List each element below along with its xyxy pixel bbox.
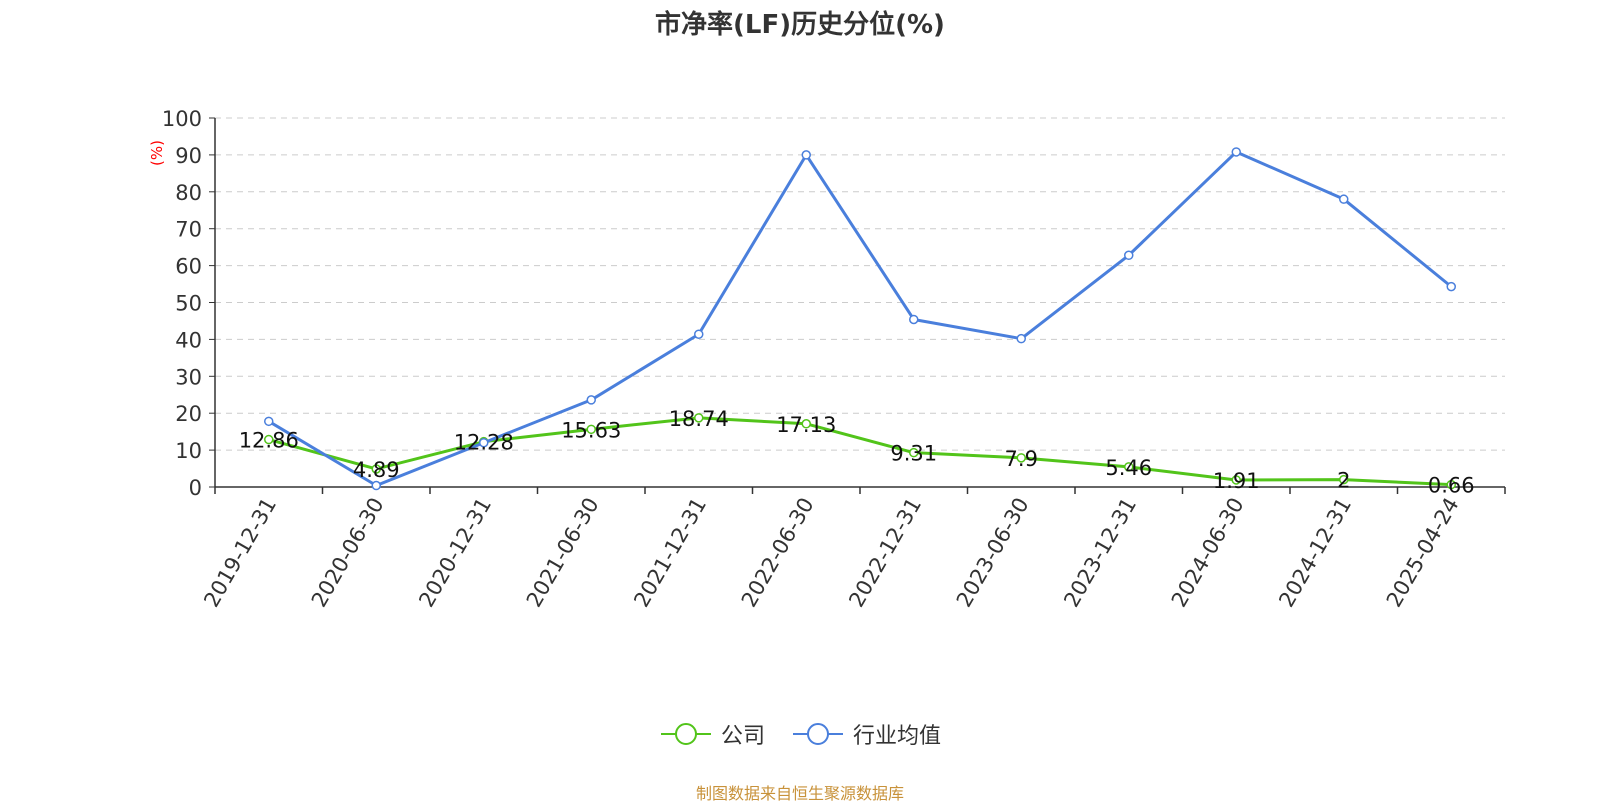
x-tick-label: 2024-06-30 <box>1167 494 1249 612</box>
x-tick-label: 2024-12-31 <box>1274 494 1356 612</box>
data-point-1 <box>264 416 274 427</box>
data-label: 0.66 <box>1428 474 1475 498</box>
data-label: 18.74 <box>669 407 729 431</box>
x-tick-label: 2025-04-24 <box>1382 494 1464 612</box>
y-axis-label: (%) <box>148 140 166 166</box>
data-point-0 <box>909 447 919 458</box>
x-tick-label: 2023-06-30 <box>952 494 1034 612</box>
data-point-0 <box>1339 474 1349 485</box>
x-tick-label: 2020-06-30 <box>307 494 389 612</box>
legend-label-industry-average: 行业均值 <box>853 724 942 749</box>
legend-line-circle-icon <box>660 723 711 745</box>
data-label: 12.28 <box>454 431 514 455</box>
data-point-1 <box>1231 147 1241 157</box>
x-tick-label: 2020-12-31 <box>414 494 496 612</box>
y-tick-label: 80 <box>175 181 202 205</box>
y-tick-label: 40 <box>175 328 202 352</box>
legend-label-company: 公司 <box>720 724 765 749</box>
y-tick-label: 90 <box>175 144 202 168</box>
data-label: 4.89 <box>353 458 400 482</box>
legend-line-circle-icon <box>793 723 843 745</box>
y-tick-label: 50 <box>175 292 202 316</box>
data-point-1 <box>586 395 596 405</box>
legend-item-company[interactable]: 公司 <box>659 718 765 750</box>
data-point-1 <box>1339 194 1349 204</box>
series-line-1 <box>267 150 1453 488</box>
y-tick-label: 20 <box>175 402 202 426</box>
legend-item-industry-average[interactable]: 行业均值 <box>791 718 941 750</box>
y-tick-label: 10 <box>175 439 202 463</box>
x-tick-label: 2023-12-31 <box>1059 494 1141 612</box>
y-tick-label: 60 <box>175 255 202 279</box>
data-point-1 <box>1124 250 1134 261</box>
data-point-1 <box>479 437 489 448</box>
series-line-0 <box>268 416 1452 487</box>
x-tick-label: 2022-06-30 <box>737 494 819 612</box>
data-point-0 <box>801 419 811 429</box>
data-point-0 <box>371 464 381 474</box>
data-label: 5.46 <box>1105 456 1152 480</box>
data-point-1 <box>801 150 811 160</box>
x-tick-label: 2021-12-31 <box>629 494 711 612</box>
data-point-0 <box>1016 453 1026 463</box>
data-label: 1.91 <box>1213 469 1260 493</box>
data-point-0 <box>1231 475 1241 485</box>
y-tick-label: 0 <box>189 476 202 500</box>
y-tick-label: 100 <box>162 107 202 131</box>
data-label: 9.31 <box>890 442 937 466</box>
data-point-1 <box>1016 333 1026 344</box>
data-point-0 <box>1124 462 1134 472</box>
data-label: 17.13 <box>776 413 836 437</box>
y-tick-label: 30 <box>175 365 202 389</box>
source-note: 制图数据来自恒生聚源数据库 <box>695 784 904 803</box>
data-point-0 <box>1446 479 1456 490</box>
data-label: 7.9 <box>1005 447 1038 471</box>
data-point-0 <box>586 424 596 435</box>
data-point-0 <box>694 413 704 423</box>
data-label: 12.86 <box>239 429 299 453</box>
x-tick-label: 2021-06-30 <box>522 494 604 612</box>
x-tick-label: 2022-12-31 <box>844 494 926 612</box>
x-tick-label: 2019-12-31 <box>199 494 281 612</box>
data-point-0 <box>264 434 274 445</box>
chart-legend[interactable]: 公司 行业均值 <box>0 718 1600 750</box>
data-label: 15.63 <box>561 418 621 442</box>
data-point-1 <box>1446 281 1456 292</box>
y-tick-label: 70 <box>175 218 202 242</box>
data-point-1 <box>371 480 381 491</box>
data-point-1 <box>909 314 919 325</box>
chart-title: 市净率(LF)历史分位(%) <box>655 10 945 40</box>
data-label: 2 <box>1337 469 1350 493</box>
data-point-1 <box>694 329 704 339</box>
